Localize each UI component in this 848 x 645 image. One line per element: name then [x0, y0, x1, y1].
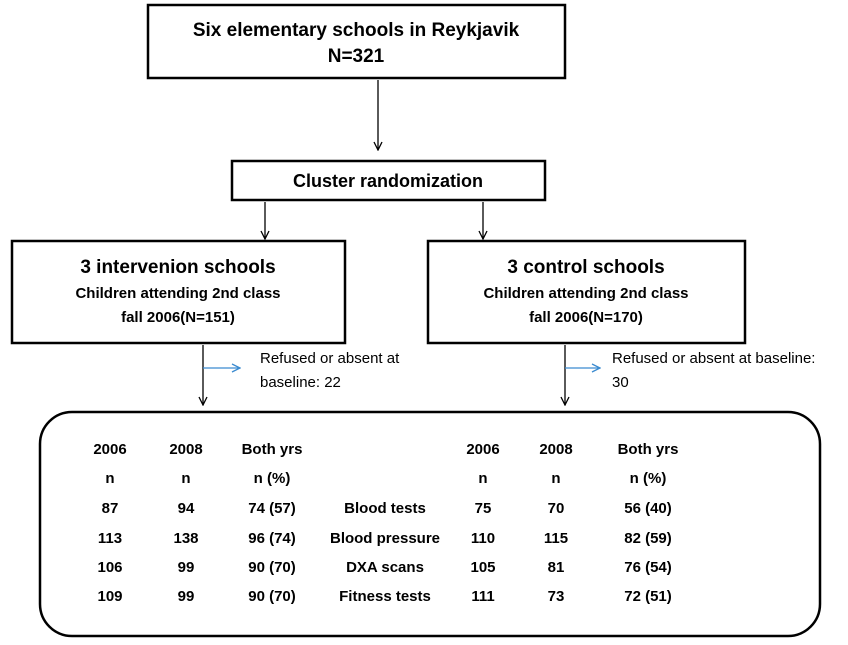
cell: 90 (70)	[248, 588, 296, 605]
header-cell: n (%)	[630, 470, 667, 487]
cell: 94	[178, 500, 195, 517]
cell: 111	[471, 588, 494, 605]
header-cell: Both yrs	[242, 441, 303, 458]
results-table: 2006 2008 Both yrs n n n (%) 2006 2008 Both yrs n…	[93, 441, 678, 605]
cell: 70	[548, 500, 565, 517]
results-box	[38, 410, 822, 638]
row-label: Blood tests	[344, 500, 426, 517]
cell: 113	[98, 530, 122, 547]
cell: 106	[97, 559, 122, 576]
cell: 76 (54)	[624, 559, 672, 576]
exclusion-text: Refused or absent at	[260, 350, 400, 367]
header-cell: n	[478, 470, 487, 487]
randomization-label: Cluster randomization	[293, 171, 483, 191]
cell: 115	[544, 530, 568, 547]
header-cell: n	[105, 470, 114, 487]
cell: 73	[548, 588, 565, 605]
exclusion-text: baseline: 22	[260, 374, 341, 391]
row-label: Blood pressure	[330, 530, 440, 547]
top-box	[146, 3, 567, 80]
cell: 90 (70)	[248, 559, 296, 576]
header-cell: n	[181, 470, 190, 487]
row-label: DXA scans	[346, 559, 424, 576]
cell: 87	[102, 500, 119, 517]
randomization-box	[230, 159, 547, 202]
header-cell: n	[551, 470, 560, 487]
cell: 109	[97, 588, 122, 605]
cell: 72 (51)	[624, 588, 672, 605]
header-cell: 2008	[169, 441, 202, 458]
header-cell: 2006	[466, 441, 499, 458]
top-title: Six elementary schools in Reykjavik	[193, 20, 520, 41]
top-n: N=321	[328, 46, 385, 67]
header-cell: 2006	[93, 441, 126, 458]
cell: 82 (59)	[624, 530, 672, 547]
right-box	[426, 239, 747, 345]
cell: 105	[470, 559, 495, 576]
header-cell: n (%)	[254, 470, 291, 487]
cell: 99	[178, 588, 195, 605]
right-title: 3 control schools	[507, 257, 664, 278]
cell: 138	[173, 530, 198, 547]
right-line: Children attending 2nd class	[483, 285, 688, 302]
cell: 96 (74)	[248, 530, 296, 547]
cell: 74 (57)	[248, 500, 296, 517]
left-line: Children attending 2nd class	[75, 285, 280, 302]
exclusion-text: Refused or absent at baseline:	[612, 350, 815, 367]
cell: 110	[471, 530, 495, 547]
left-title: 3 intervenion schools	[80, 257, 275, 278]
cell: 75	[475, 500, 492, 517]
left-line: fall 2006(N=151)	[121, 309, 235, 326]
cell: 56 (40)	[624, 500, 672, 517]
right-line: fall 2006(N=170)	[529, 309, 643, 326]
cell: 99	[178, 559, 195, 576]
cell: 81	[548, 559, 565, 576]
exclusion-text: 30	[612, 374, 629, 391]
left-box	[10, 239, 347, 345]
row-label: Fitness tests	[339, 588, 431, 605]
header-cell: Both yrs	[618, 441, 679, 458]
header-cell: 2008	[539, 441, 572, 458]
